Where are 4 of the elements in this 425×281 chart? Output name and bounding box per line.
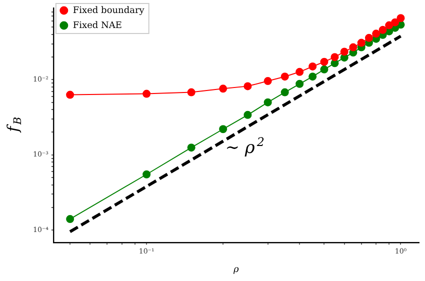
x-axis-title: ρ <box>232 264 240 275</box>
legend-label: Fixed NAE <box>72 20 122 31</box>
legend-label: Fixed boundary <box>72 6 146 16</box>
y-axis-title: fB <box>4 116 24 133</box>
